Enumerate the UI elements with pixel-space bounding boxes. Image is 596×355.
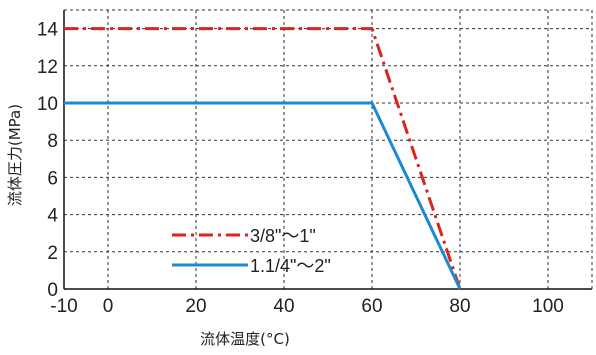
y-tick-label: 8 bbox=[47, 131, 58, 152]
series-line bbox=[64, 27, 462, 290]
y-axis-label: 流体圧力(MPa) bbox=[6, 104, 24, 206]
legend: 3/8"〜1" 1.1/4"〜2" bbox=[172, 226, 331, 276]
axes bbox=[63, 10, 592, 290]
x-tick-label: 0 bbox=[103, 296, 114, 317]
series-lines bbox=[64, 27, 462, 290]
grid bbox=[64, 9, 593, 289]
x-tick-label: -10 bbox=[50, 296, 77, 317]
y-tick-label: 14 bbox=[37, 20, 59, 41]
x-tick-label: 20 bbox=[185, 296, 206, 317]
y-tick-label: 12 bbox=[37, 57, 58, 78]
series-line bbox=[64, 101, 462, 290]
legend-label: 1.1/4"〜2" bbox=[250, 256, 331, 276]
y-tick-label: 10 bbox=[37, 94, 58, 115]
x-tick-label: 80 bbox=[449, 296, 470, 317]
x-tick-label: 100 bbox=[532, 296, 564, 317]
x-axis-label: 流体温度(°C) bbox=[200, 330, 290, 348]
y-tick-label: 2 bbox=[47, 243, 58, 264]
y-tick-label: 0 bbox=[47, 280, 58, 301]
x-tick-label: 40 bbox=[273, 296, 294, 317]
legend-label: 3/8"〜1" bbox=[250, 226, 316, 246]
x-tick-label: 60 bbox=[361, 296, 382, 317]
y-tick-label: 4 bbox=[47, 206, 58, 227]
y-tick-label: 6 bbox=[47, 168, 58, 189]
